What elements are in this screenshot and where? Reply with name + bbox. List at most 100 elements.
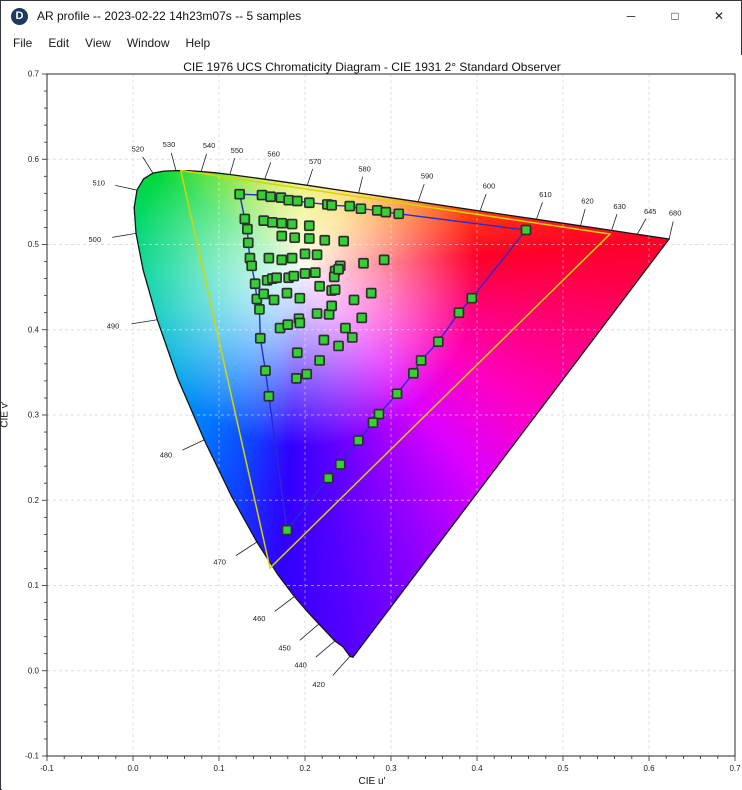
y-tick-label: 0.4 [28, 325, 40, 334]
sample-point [234, 188, 245, 200]
sample-point [322, 472, 334, 484]
app-icon: D [11, 7, 28, 25]
sample-point [318, 334, 330, 346]
wavelength-label-570: 570 [309, 157, 322, 166]
inner-grid-lines [134, 170, 670, 658]
sample-points [234, 188, 532, 536]
x-tick-label: 0.7 [729, 764, 741, 773]
maximize-button[interactable]: □ [671, 9, 679, 23]
sample-point [352, 435, 364, 446]
menu-bar: File Edit View Window Help [1, 31, 741, 55]
sample-point [309, 267, 321, 278]
menu-item-edit[interactable]: Edit [48, 36, 70, 50]
sample-point [333, 340, 344, 352]
wavelength-label-460: 460 [253, 614, 266, 623]
sample-point [299, 268, 311, 279]
sample-point [453, 307, 465, 319]
wavelength-label-560: 560 [267, 150, 280, 159]
sample-point [432, 336, 444, 348]
wavelength-label-600: 600 [483, 181, 496, 190]
sample-point [291, 372, 302, 384]
wavelength-label-490: 490 [107, 321, 120, 330]
sample-point [329, 284, 341, 296]
menu-item-file[interactable]: File [13, 36, 33, 50]
sample-point [281, 524, 293, 536]
sample-point [380, 206, 392, 218]
title-bar[interactable]: D AR profile -- 2023-02-22 14h23m07s -- … [1, 1, 741, 31]
y-tick-label: 0.1 [28, 581, 40, 590]
x-tick-label: 0.5 [557, 764, 569, 773]
sample-point [348, 294, 360, 306]
wavelength-label-500: 500 [88, 235, 101, 244]
menu-item-help[interactable]: Help [185, 36, 211, 50]
sample-point [294, 317, 306, 329]
x-tick-label: 0.6 [643, 764, 655, 773]
sample-point [408, 367, 419, 379]
wavelength-label-480: 480 [160, 450, 173, 459]
wavelength-label-420: 420 [312, 680, 325, 689]
y-tick-label: 0.3 [28, 411, 40, 420]
minimize-button[interactable]: ─ [626, 9, 636, 23]
close-button[interactable]: ✕ [713, 9, 725, 23]
sample-point [249, 278, 261, 290]
sample-point [281, 287, 293, 299]
sample-point [303, 197, 315, 209]
sample-point [311, 249, 323, 261]
wavelength-label-645: 645 [644, 207, 657, 216]
sample-point [326, 300, 338, 312]
wavelength-label-550: 550 [231, 146, 244, 155]
sample-point [314, 355, 325, 366]
sample-point [276, 217, 288, 229]
sample-point [355, 203, 367, 215]
sample-point [333, 263, 344, 275]
sample-point [344, 200, 356, 212]
y-tick-label: 0.5 [28, 240, 40, 249]
y-tick-label: 0.7 [28, 70, 40, 79]
sample-point [242, 237, 254, 249]
wavelength-label-590: 590 [421, 171, 434, 180]
sample-point [346, 332, 358, 343]
sample-point [466, 292, 478, 304]
chart-title: CIE 1976 UCS Chromaticity Diagram - CIE … [183, 60, 561, 74]
sample-point [314, 280, 325, 292]
sample-point [520, 224, 532, 236]
sample-point [260, 365, 271, 377]
sample-point [311, 308, 323, 319]
wavelength-label-450: 450 [278, 643, 291, 652]
sample-point [271, 272, 282, 284]
y-tick-label: -0.1 [25, 752, 39, 761]
sample-point [276, 254, 288, 266]
x-tick-label: -0.1 [40, 764, 54, 773]
sample-point [258, 215, 270, 226]
sample-point [334, 459, 346, 470]
wavelength-label-540: 540 [203, 141, 216, 150]
sample-point [319, 234, 331, 246]
sample-point [371, 205, 383, 216]
sample-point [263, 252, 275, 264]
spectral-locus-outline [133, 169, 671, 658]
sample-point [265, 191, 276, 203]
y-tick-label: 0.0 [28, 666, 40, 675]
wavelength-label-520: 520 [132, 145, 145, 154]
wavelength-label-470: 470 [213, 558, 226, 567]
sample-point [286, 218, 298, 230]
menu-item-view[interactable]: View [85, 36, 111, 50]
sample-point [378, 254, 390, 266]
sample-point [367, 417, 379, 429]
sample-point [294, 292, 306, 304]
sample-point [276, 230, 288, 242]
sample-point [299, 248, 311, 260]
sample-point [356, 312, 368, 324]
sample-point [303, 233, 315, 244]
sample-point [391, 388, 403, 400]
y-tick-label: 0.6 [28, 155, 40, 164]
x-tick-label: 0.1 [213, 764, 225, 773]
sample-point [365, 287, 377, 299]
wavelength-label-620: 620 [581, 196, 594, 205]
wavelength-label-530: 530 [163, 140, 176, 149]
menu-item-window[interactable]: Window [126, 36, 170, 50]
window-controls: ─ □ ✕ [609, 1, 741, 31]
